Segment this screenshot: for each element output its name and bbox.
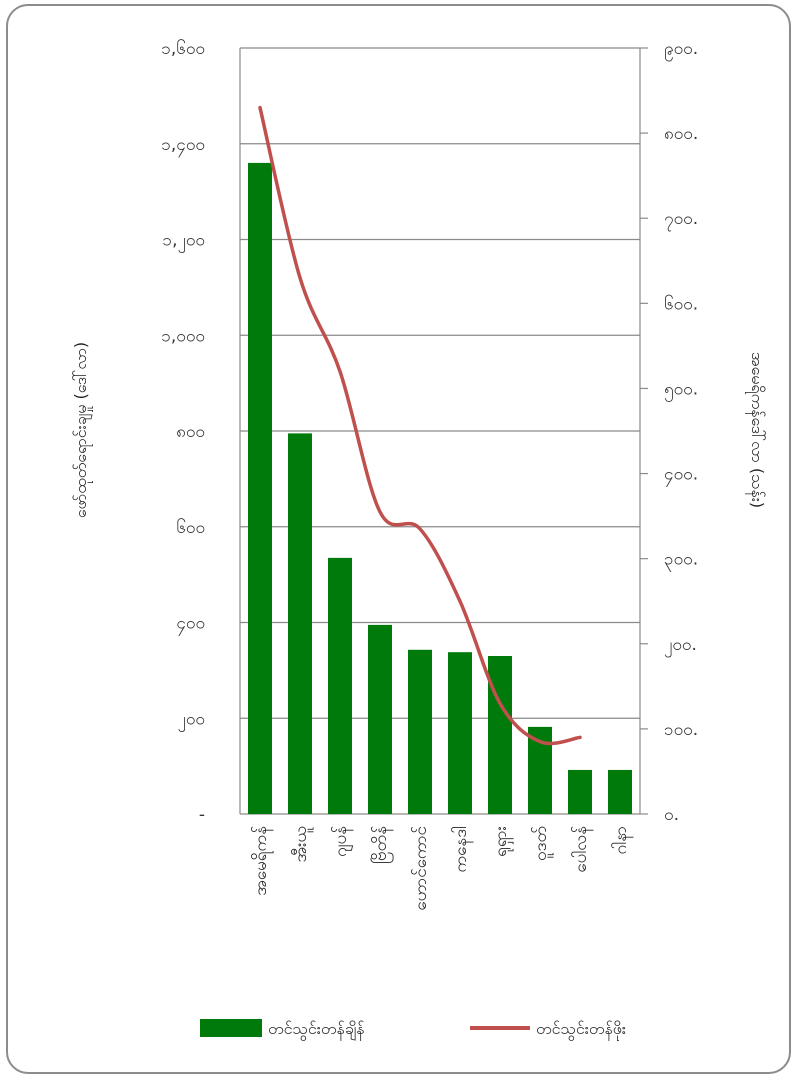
bars bbox=[248, 162, 632, 814]
left-tick-label: ၂၀၀ bbox=[178, 709, 205, 732]
chart-frame bbox=[6, 4, 791, 1074]
bar bbox=[248, 162, 272, 814]
right-tick-label: ၈၀၀. bbox=[664, 124, 698, 144]
right-tick-label: ၄၀၀. bbox=[664, 465, 698, 488]
left-tick-label: ၁,၆၀၀ bbox=[161, 38, 205, 59]
left-tick-label: ၄၀၀ bbox=[176, 614, 205, 637]
right-tick-label: ၀. bbox=[664, 805, 679, 825]
category-label: ဂျပန် bbox=[331, 826, 354, 857]
legend-line-label: တင်သွင်းတန်ဖိုး bbox=[536, 1019, 626, 1041]
category-label: ဟောင်ကောင် bbox=[411, 826, 431, 911]
category-label: ကနေဒါ bbox=[450, 826, 474, 872]
category-label: ပေါလန် bbox=[570, 826, 594, 873]
right-tick-label: ၇၀၀. bbox=[664, 209, 698, 232]
bar bbox=[368, 624, 392, 814]
legend-bar-label: တင်သွင်းတန်ချိန် bbox=[268, 1019, 365, 1041]
left-tick-label: ၆၀၀ bbox=[176, 517, 205, 538]
category-labels: အမေရိကန် အီးယူ ဂျပန် ဗြိတိန် ဟောင်ကောင် ကနေဒါ… bbox=[251, 826, 634, 911]
right-tick-label: ၂၀၀. bbox=[664, 635, 697, 658]
right-tick-label: ၉၀၀. bbox=[664, 39, 698, 62]
bar bbox=[288, 433, 312, 814]
right-tick-label: ၃၀၀. bbox=[664, 550, 698, 573]
left-tick-label: ၁,၄၀၀ bbox=[161, 135, 205, 158]
bar bbox=[328, 557, 352, 814]
line-series-path bbox=[258, 105, 582, 746]
bar bbox=[568, 769, 592, 814]
line-series bbox=[258, 105, 582, 746]
left-tick-label: ၁,၀၀၀ bbox=[161, 326, 205, 346]
left-tick-label: ၁,၂၀၀ bbox=[163, 231, 205, 254]
right-tick-label: ၁၀၀. bbox=[664, 720, 698, 740]
bar bbox=[488, 656, 512, 814]
right-axis-title: အမေရိကန်ဒေါ်လာ (သန်း) bbox=[745, 352, 767, 508]
category-label: အမေရိကန် bbox=[251, 826, 274, 896]
category-label: အီးယူ bbox=[291, 826, 314, 862]
category-label: ဝူဒတ် bbox=[531, 826, 554, 861]
legend-bar-swatch bbox=[200, 1019, 262, 1037]
left-tick-label: - bbox=[199, 805, 205, 825]
bar bbox=[448, 652, 472, 814]
bar bbox=[608, 769, 632, 814]
category-label: ဗြိတိန် bbox=[370, 826, 394, 864]
right-tick-label: ၆၀၀. bbox=[664, 293, 698, 314]
category-label: ဂါနာ bbox=[610, 826, 634, 854]
right-tick-label: ၅၀၀. bbox=[664, 379, 698, 402]
left-tick-label: ၈၀၀ bbox=[176, 422, 205, 442]
category-label: ရုရှား bbox=[491, 826, 514, 857]
legend: တင်သွင်းတန်ချိန် တင်သွင်းတန်ဖိုး bbox=[200, 1019, 626, 1041]
bar bbox=[408, 649, 432, 814]
left-axis-title: ဖော်ထုတ်ရောင်းချမှု (ဒေါ်လာ) bbox=[71, 342, 93, 518]
